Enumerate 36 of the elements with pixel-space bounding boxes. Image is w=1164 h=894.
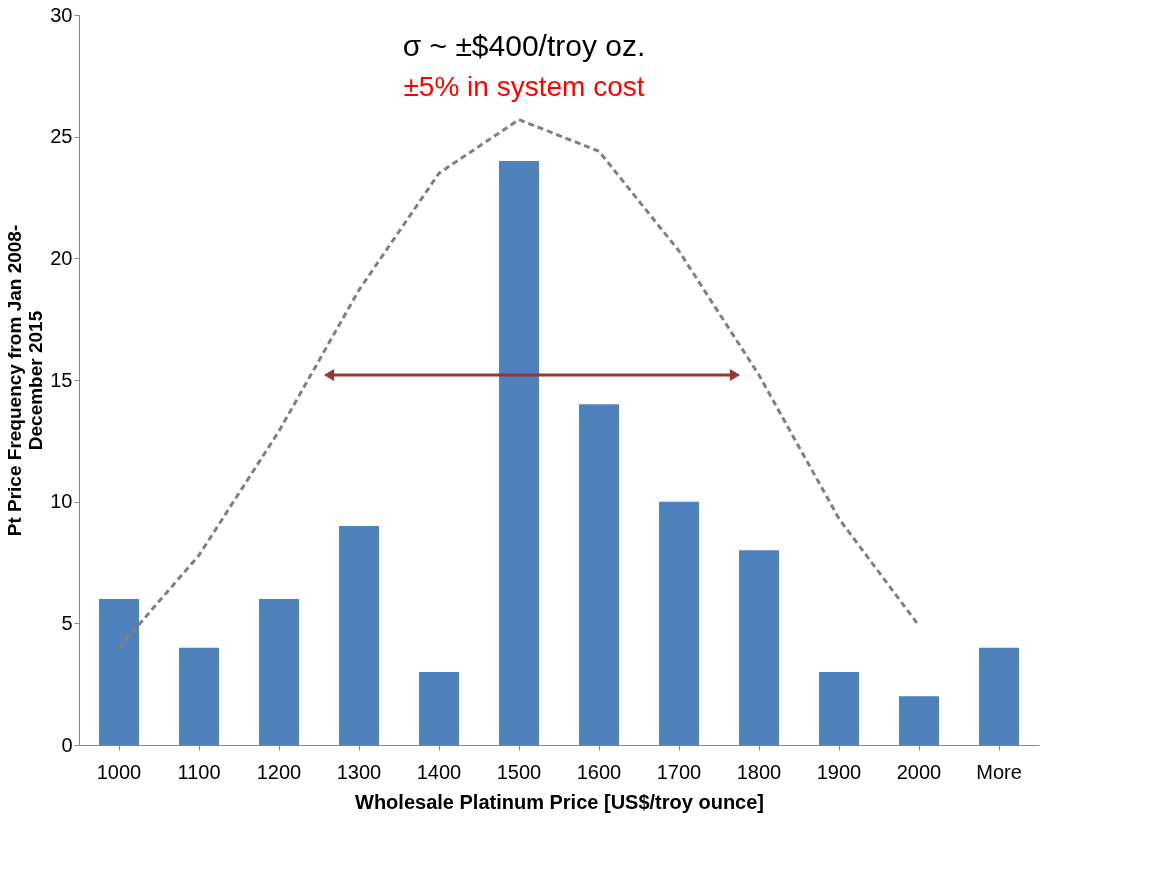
y-tick-label: 5 bbox=[61, 611, 73, 634]
bar bbox=[99, 599, 139, 745]
annotation: ±5% in system cost bbox=[403, 71, 645, 102]
x-tick-label: 1100 bbox=[177, 760, 221, 783]
x-tick-label: 1800 bbox=[736, 760, 782, 783]
bar bbox=[659, 501, 699, 745]
bar bbox=[339, 526, 379, 745]
line-series bbox=[117, 118, 921, 650]
x-tick-label: 1200 bbox=[256, 760, 302, 783]
x-axis-title: Wholesale Platinum Price [US$/troy ounce] bbox=[355, 790, 764, 813]
bar bbox=[179, 647, 219, 745]
x-tick-label: 1300 bbox=[336, 760, 382, 783]
bar bbox=[819, 672, 859, 745]
y-tick-label: 20 bbox=[50, 246, 73, 269]
x-tick-label: 1700 bbox=[656, 760, 702, 783]
x-tick-label: 1400 bbox=[416, 760, 462, 783]
x-tick-label: 1900 bbox=[816, 760, 862, 783]
bar bbox=[739, 550, 779, 745]
bar bbox=[419, 672, 459, 745]
y-tick-label: 30 bbox=[50, 3, 73, 26]
y-tick-label: 15 bbox=[50, 368, 73, 391]
x-tick-label: 2000 bbox=[896, 760, 942, 783]
bar bbox=[499, 161, 539, 745]
x-tick-label: 1600 bbox=[576, 760, 622, 783]
x-tick-label: 1000 bbox=[96, 760, 142, 783]
bar bbox=[259, 599, 299, 745]
annotation: σ ~ ±$400/troy oz. bbox=[402, 29, 646, 62]
bar bbox=[979, 647, 1019, 745]
y-tick-label: 25 bbox=[50, 125, 73, 148]
y-axis-title: Pt Price Frequency from Jan 2008- December 2015 bbox=[4, 224, 47, 537]
bar bbox=[899, 696, 939, 745]
bar bbox=[579, 404, 619, 745]
x-tick-label: 1500 bbox=[496, 760, 542, 783]
y-tick-label: 10 bbox=[50, 490, 73, 513]
x-tick-label: More bbox=[976, 760, 1022, 783]
y-tick-label: 0 bbox=[61, 733, 73, 756]
